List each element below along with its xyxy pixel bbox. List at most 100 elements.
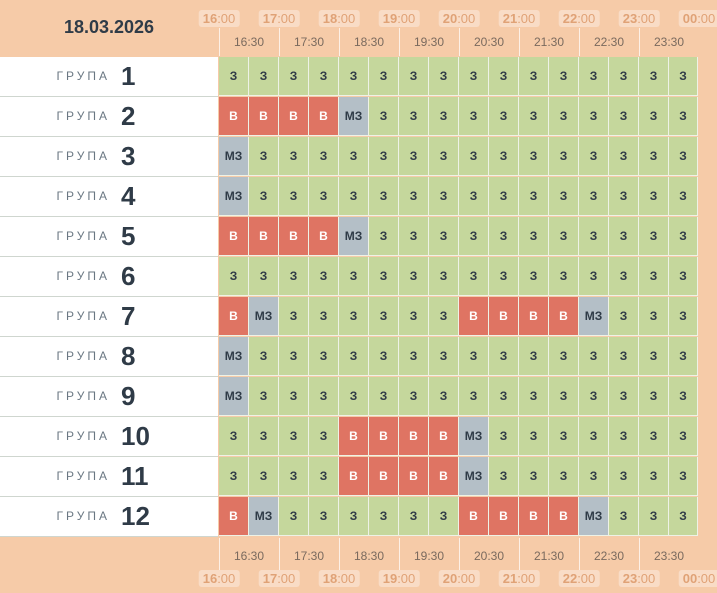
hour-tick (339, 28, 340, 56)
slot-cell: З (639, 57, 669, 96)
slot-cell: З (639, 97, 669, 136)
slot-cell: МЗ (459, 457, 489, 496)
slot-cell: З (639, 257, 669, 296)
slot-cell: В (219, 217, 249, 256)
slot-cell: З (489, 457, 519, 496)
slot-cell: З (279, 337, 309, 376)
group-label-9: ГРУПА 9 (0, 377, 218, 417)
slot-cell: З (249, 377, 279, 416)
slot-cell: З (549, 377, 579, 416)
group-word: ГРУПА (56, 309, 110, 323)
hour-tick (459, 538, 460, 570)
hour-value: 21 (502, 11, 518, 26)
slot-cell: З (519, 337, 549, 376)
group-word: ГРУПА (56, 389, 110, 403)
slot-cell: З (669, 257, 698, 296)
slot-cell: В (309, 217, 339, 256)
slot-cell: З (609, 377, 639, 416)
group-word: ГРУПА (56, 109, 110, 123)
group-label-10: ГРУПА 10 (0, 417, 218, 457)
slot-cell: З (249, 417, 279, 456)
group-label-11: ГРУПА 11 (0, 457, 218, 497)
slot-cell: З (669, 417, 698, 456)
slot-cell: З (639, 217, 669, 256)
slot-cell: З (579, 57, 609, 96)
slot-cell: В (519, 497, 549, 536)
slot-cell: З (369, 297, 399, 336)
slot-cell: З (369, 97, 399, 136)
slot-cell: З (489, 57, 519, 96)
slot-cell: З (609, 137, 639, 176)
slot-cell: З (609, 497, 639, 536)
slot-cell: З (309, 297, 339, 336)
slot-cell: З (309, 417, 339, 456)
group-label-6: ГРУПА 6 (0, 257, 218, 297)
slot-cell: В (339, 457, 369, 496)
slot-cell: З (219, 417, 249, 456)
slot-cell: В (309, 97, 339, 136)
slot-cell: З (519, 457, 549, 496)
half-hour-label: 20:30 (473, 35, 505, 49)
slot-cell: З (309, 497, 339, 536)
slot-cell: МЗ (579, 297, 609, 336)
slot-cell: З (489, 337, 519, 376)
minute-value: :00 (397, 11, 416, 26)
slot-cell: З (549, 137, 579, 176)
hour-tick (579, 28, 580, 56)
slot-cell: З (489, 177, 519, 216)
slot-cell: З (309, 377, 339, 416)
slot-cell: З (639, 337, 669, 376)
slot-cell: З (399, 257, 429, 296)
hour-tick (339, 538, 340, 570)
minute-value: :00 (517, 571, 536, 586)
half-hour-label: 16:30 (233, 549, 265, 563)
slot-cell: В (219, 497, 249, 536)
slot-cell: З (399, 57, 429, 96)
group-word: ГРУПА (56, 149, 110, 163)
slot-cell: В (429, 417, 459, 456)
slot-cell: З (579, 257, 609, 296)
slot-cell: З (429, 337, 459, 376)
group-number: 1 (121, 61, 136, 91)
half-hour-label: 23:30 (653, 549, 685, 563)
slot-cell: З (309, 137, 339, 176)
group-number: 5 (121, 221, 136, 251)
hour-value: 22 (562, 11, 578, 26)
group-number: 2 (121, 101, 136, 131)
group-label-8: ГРУПА 8 (0, 337, 218, 377)
hour-label: 19:00 (378, 10, 420, 27)
hour-label: 18:00 (318, 570, 360, 587)
slot-cell: З (279, 417, 309, 456)
slot-cell: МЗ (339, 97, 369, 136)
slot-cell: З (579, 337, 609, 376)
slot-cell: З (669, 177, 698, 216)
minute-value: :00 (697, 11, 716, 26)
slot-cell: З (339, 177, 369, 216)
slot-cell: З (279, 497, 309, 536)
group-word: ГРУПА (56, 349, 110, 363)
hour-value: 20 (442, 11, 458, 26)
half-hour-label: 23:30 (653, 35, 685, 49)
slot-cell: В (429, 457, 459, 496)
slot-cell: В (489, 297, 519, 336)
slot-cell: З (219, 457, 249, 496)
hour-value: 21 (502, 571, 518, 586)
group-word: ГРУПА (56, 509, 110, 523)
slot-cell: В (219, 97, 249, 136)
slot-cell: З (249, 457, 279, 496)
group-number: 12 (121, 501, 150, 531)
minute-value: :00 (337, 11, 356, 26)
slot-cell: З (549, 337, 579, 376)
slot-cell: З (429, 137, 459, 176)
slot-cell: З (639, 137, 669, 176)
minute-value: :00 (397, 571, 416, 586)
hour-label: 18:00 (318, 10, 360, 27)
minute-value: :00 (217, 571, 236, 586)
minute-value: :00 (337, 571, 356, 586)
minute-value: :00 (277, 571, 296, 586)
slot-cell: З (399, 297, 429, 336)
slot-cell: З (369, 177, 399, 216)
group-label-12: ГРУПА 12 (0, 497, 218, 537)
half-hour-label: 21:30 (533, 549, 565, 563)
slot-cell: З (639, 377, 669, 416)
